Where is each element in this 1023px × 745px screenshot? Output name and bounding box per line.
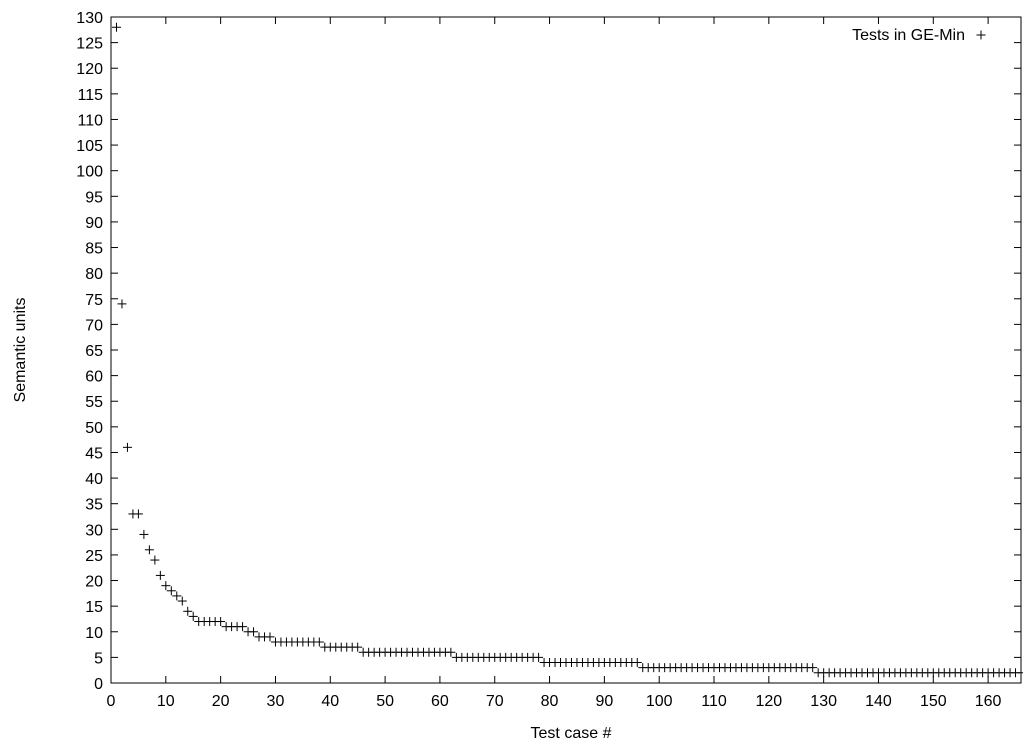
data-point (314, 637, 324, 647)
y-tick-label: 125 (76, 36, 103, 53)
x-tick-label: 40 (321, 693, 339, 710)
x-tick-label: 90 (595, 693, 613, 710)
y-tick-label: 50 (85, 420, 103, 437)
data-point (117, 299, 127, 309)
x-tick-label: 140 (865, 693, 892, 710)
data-point (111, 22, 121, 32)
data-point (172, 591, 182, 601)
data-point (144, 545, 154, 555)
data-point (238, 622, 248, 632)
axes (110, 16, 1022, 684)
tick-labels: 0 10 20 30 40 50 60 70 80 90 100 110 120 130 140 150 160… (76, 10, 1001, 710)
data-point (353, 642, 363, 652)
data-point (161, 581, 171, 591)
data-point (183, 606, 193, 616)
x-tick-label: 60 (431, 693, 449, 710)
y-tick-label: 0 (94, 676, 103, 693)
x-tick-label: 120 (755, 693, 782, 710)
data-points (111, 22, 1023, 678)
x-tick-label: 130 (810, 693, 837, 710)
y-tick-label: 15 (85, 599, 103, 616)
x-tick-label: 160 (975, 693, 1002, 710)
data-point (166, 586, 176, 596)
y-tick-label: 70 (85, 317, 103, 334)
y-tick-label: 85 (85, 241, 103, 258)
data-point (1016, 668, 1023, 678)
x-tick-label: 80 (541, 693, 559, 710)
y-tick-label: 115 (77, 87, 103, 104)
tick-marks (110, 16, 1021, 684)
y-tick-label: 105 (76, 138, 103, 155)
y-tick-label: 100 (76, 164, 103, 181)
data-point (249, 627, 259, 637)
x-tick-label: 100 (646, 693, 673, 710)
y-tick-label: 80 (85, 266, 103, 283)
data-point (150, 555, 160, 565)
y-axis-label: Semantic units (12, 298, 29, 403)
data-point (177, 596, 187, 606)
legend-marker (976, 30, 986, 40)
y-tick-label: 30 (85, 522, 103, 539)
x-tick-label: 30 (267, 693, 285, 710)
data-point (155, 570, 165, 580)
y-tick-label: 90 (85, 215, 103, 232)
y-tick-label: 35 (85, 497, 103, 514)
data-point (808, 663, 818, 673)
y-tick-label: 95 (85, 189, 103, 206)
data-point (216, 617, 226, 627)
y-tick-label: 65 (85, 343, 103, 360)
y-tick-label: 60 (85, 369, 103, 386)
data-point (139, 529, 149, 539)
y-tick-label: 25 (85, 548, 103, 565)
y-tick-label: 75 (85, 292, 103, 309)
data-point (632, 658, 642, 668)
x-tick-label: 10 (157, 693, 175, 710)
x-tick-label: 70 (486, 693, 504, 710)
data-point (122, 442, 132, 452)
y-tick-label: 40 (85, 471, 103, 488)
y-tick-label: 10 (85, 625, 103, 642)
legend-label: Tests in GE-Min (852, 27, 965, 44)
legend: Tests in GE-Min (852, 27, 986, 44)
y-tick-label: 45 (85, 445, 103, 462)
x-tick-label: 50 (376, 693, 394, 710)
y-tick-label: 5 (94, 650, 103, 667)
plot-frame (110, 16, 1022, 684)
x-tick-label: 110 (701, 693, 727, 710)
x-tick-label: 0 (107, 693, 116, 710)
y-tick-label: 55 (85, 394, 103, 411)
x-axis-label: Test case # (531, 725, 612, 742)
x-tick-label: 20 (212, 693, 230, 710)
x-tick-label: 150 (920, 693, 947, 710)
y-tick-label: 120 (76, 61, 103, 78)
data-point (534, 652, 544, 662)
data-point (133, 509, 143, 519)
data-point (188, 611, 198, 621)
y-tick-label: 130 (76, 10, 103, 27)
data-point (446, 647, 456, 657)
y-tick-label: 20 (85, 574, 103, 591)
y-tick-label: 110 (77, 112, 103, 129)
data-point (265, 632, 275, 642)
